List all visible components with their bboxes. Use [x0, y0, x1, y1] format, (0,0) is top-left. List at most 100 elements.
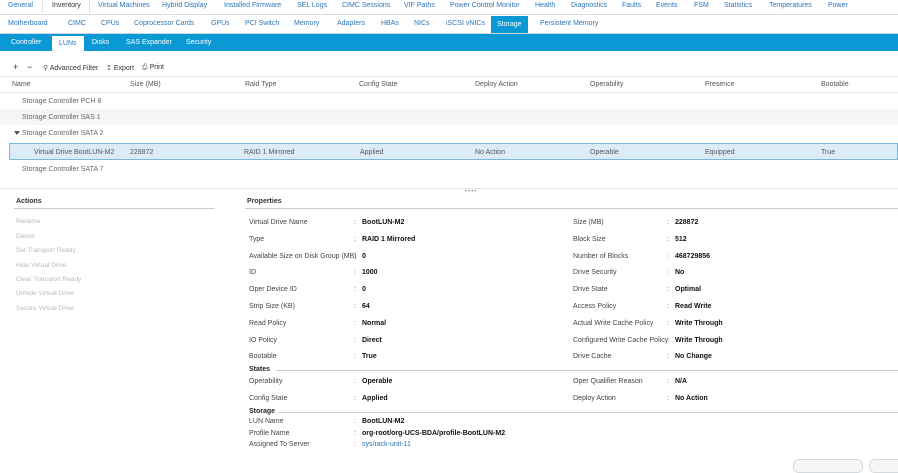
tab-faults[interactable]: Faults [622, 2, 642, 9]
tab-persistent-memory[interactable]: Persistent Memory [540, 20, 599, 27]
print-label: Print [149, 64, 164, 71]
tab-cimc-sessions[interactable]: CIMC Sessions [342, 2, 391, 9]
tab-memory[interactable]: Memory [294, 20, 320, 27]
tab-fsm[interactable]: FSM [694, 2, 709, 9]
footer-button[interactable] [793, 459, 863, 473]
row-bootable: True [821, 149, 836, 156]
tab-power-control-monitor[interactable]: Power Control Monitor [450, 2, 520, 9]
colon: : [667, 395, 669, 402]
action-clear-transport-ready[interactable]: Clear Transport Ready [16, 276, 82, 283]
action-hide-virtual-drive[interactable]: Hide Virtual Drive [16, 262, 67, 269]
tab-hybrid-display[interactable]: Hybrid Display [162, 2, 208, 9]
tab-adapters[interactable]: Adapters [337, 20, 366, 27]
action-secure-virtual-drive[interactable]: Secure Virtual Drive [16, 305, 74, 312]
prop-label: IO Policy [249, 337, 278, 344]
tab-security[interactable]: Security [186, 39, 212, 46]
table-row[interactable]: Storage Controller SAS 1 [0, 109, 898, 125]
row-operability: Operable [590, 149, 619, 156]
tab-statistics[interactable]: Statistics [724, 2, 753, 9]
remove-button[interactable]: − [27, 62, 33, 72]
divider [279, 412, 898, 413]
expand-caret-icon[interactable] [14, 131, 20, 136]
prop-value: Applied [362, 395, 388, 402]
table-row-selected[interactable]: Virtual Drive BootLUN-M2 228872 RAID 1 M… [9, 143, 898, 160]
prop-value: 0 [362, 286, 366, 293]
tab-motherboard[interactable]: Motherboard [8, 20, 48, 27]
tab-gpus[interactable]: GPUs [211, 20, 230, 27]
prop-value: 228872 [675, 219, 699, 226]
properties-heading: Properties [247, 198, 282, 205]
top-tab-bar: General Inventory Virtual Machines Hybri… [0, 0, 898, 15]
row-config-state: Applied [360, 149, 384, 156]
prop-label: Assigned To Server [249, 441, 310, 448]
prop-label: ID [249, 269, 256, 276]
colon: : [354, 236, 356, 243]
tab-sel-logs[interactable]: SEL Logs [297, 2, 328, 9]
colon: : [354, 418, 356, 425]
tab-inventory[interactable]: Inventory [52, 2, 81, 9]
prop-label: Size (MB) [573, 219, 604, 226]
tab-temperatures[interactable]: Temperatures [769, 2, 812, 9]
storage-tab-bar: Controller LUNs Disks SAS Expander Secur… [0, 34, 898, 51]
tab-coprocessor-cards[interactable]: Coprocessor Cards [134, 20, 195, 27]
tab-health[interactable]: Health [535, 2, 556, 9]
table-row[interactable]: Storage Controller PCH 8 [0, 93, 898, 109]
prop-value: 64 [362, 303, 370, 310]
prop-value: Normal [362, 320, 387, 327]
column-header-operability[interactable]: Operability [590, 81, 624, 88]
add-button[interactable]: + [13, 62, 19, 72]
column-header-name[interactable]: Name [12, 81, 31, 88]
action-delete[interactable]: Delete [16, 233, 35, 240]
prop-label: Drive Security [573, 269, 617, 276]
row-name: Storage Controller PCH 8 [22, 98, 102, 105]
row-name: Storage Controller SATA 2 [14, 130, 103, 137]
tab-diagnostics[interactable]: Diagnostics [571, 2, 608, 9]
tab-vif-paths[interactable]: VIF Paths [404, 2, 435, 9]
tab-installed-firmware[interactable]: Installed Firmware [224, 2, 282, 9]
tab-cpus[interactable]: CPUs [101, 20, 120, 27]
colon: : [668, 337, 670, 344]
column-header-config-state[interactable]: Config State [359, 81, 398, 88]
table-row[interactable]: Storage Controller SATA 7 [0, 161, 898, 177]
tab-cimc[interactable]: CIMC [68, 20, 86, 27]
tab-hbas[interactable]: HBAs [381, 20, 399, 27]
tab-general[interactable]: General [8, 2, 33, 9]
prop-value: No Action [675, 395, 708, 402]
print-icon: ⎙ [142, 64, 148, 71]
action-unhide-virtual-drive[interactable]: Unhide Virtual Drive [16, 290, 74, 297]
row-name: Virtual Drive BootLUN-M2 [34, 149, 115, 156]
tab-pci-switch[interactable]: PCI Switch [245, 20, 280, 27]
table-row[interactable]: Storage Controller SATA 2 [0, 125, 898, 141]
panel-splitter[interactable]: •••• [0, 188, 898, 195]
tab-storage[interactable]: Storage [491, 16, 528, 33]
tab-power[interactable]: Power [828, 2, 848, 9]
colon: : [354, 320, 356, 327]
inventory-sub-tab-bar: Motherboard CIMC CPUs Coprocessor Cards … [0, 16, 898, 34]
column-header-bootable[interactable]: Bootable [821, 81, 849, 88]
prop-label: Operability [249, 378, 283, 385]
action-set-transport-ready[interactable]: Set Transport Ready [16, 247, 76, 254]
print-button[interactable]: ⎙ Print [142, 64, 164, 72]
column-header-deploy-action[interactable]: Deploy Action [475, 81, 518, 88]
colon: : [354, 430, 356, 437]
prop-value: 0 [362, 253, 366, 260]
column-header-presence[interactable]: Presence [705, 81, 735, 88]
tab-events[interactable]: Events [656, 2, 678, 9]
export-button[interactable]: ↥ Export [106, 64, 134, 72]
column-header-size[interactable]: Size (MB) [130, 81, 161, 88]
prop-label: Bootable [249, 353, 277, 360]
advanced-filter-button[interactable]: ⚲ Advanced Filter [43, 64, 98, 72]
tab-iscsi-vnics[interactable]: iSCSI vNICs [446, 20, 485, 27]
action-rename[interactable]: Rename [16, 218, 41, 225]
tab-nics[interactable]: NICs [414, 20, 430, 27]
column-header-raid-type[interactable]: Raid Type [245, 81, 277, 88]
tab-sas-expander[interactable]: SAS Expander [126, 39, 172, 46]
tab-controller[interactable]: Controller [11, 39, 42, 46]
footer-button[interactable] [869, 459, 898, 473]
tab-luns[interactable]: LUNs [52, 36, 84, 51]
row-size: 228872 [130, 149, 154, 156]
splitter-grip-icon[interactable]: •••• [465, 189, 478, 195]
assigned-server-link[interactable]: sys/rack-unit-11 [362, 441, 411, 448]
tab-virtual-machines[interactable]: Virtual Machines [98, 2, 150, 9]
tab-disks[interactable]: Disks [92, 39, 110, 46]
